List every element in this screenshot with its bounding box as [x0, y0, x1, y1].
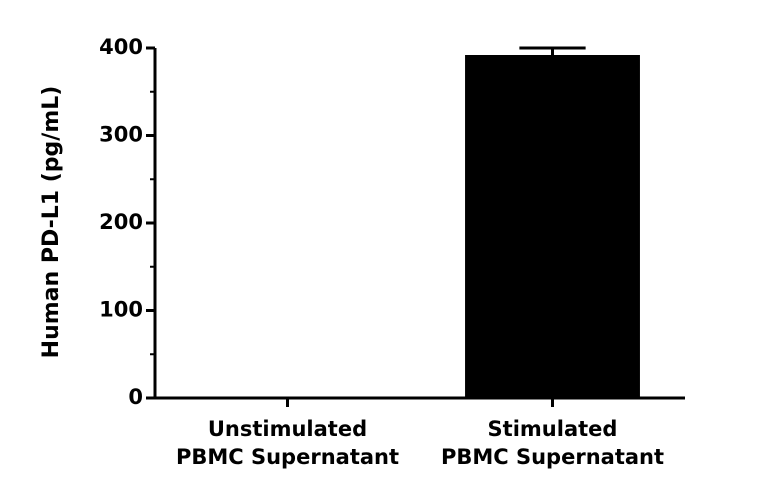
y-axis-label: Human PD-L1 (pg/mL): [39, 86, 64, 359]
x-tick-label: PBMC Supernatant: [441, 445, 664, 469]
x-tick-label: Stimulated: [488, 417, 618, 441]
x-tick-label: Unstimulated: [208, 417, 367, 441]
y-tick-label: 100: [99, 298, 143, 322]
x-tick-label: PBMC Supernatant: [176, 445, 399, 469]
bar: [465, 55, 640, 398]
y-tick-label: 300: [99, 123, 143, 147]
y-tick-label: 0: [128, 385, 143, 409]
y-tick-label: 400: [99, 35, 143, 59]
y-tick-label: 200: [99, 210, 143, 234]
